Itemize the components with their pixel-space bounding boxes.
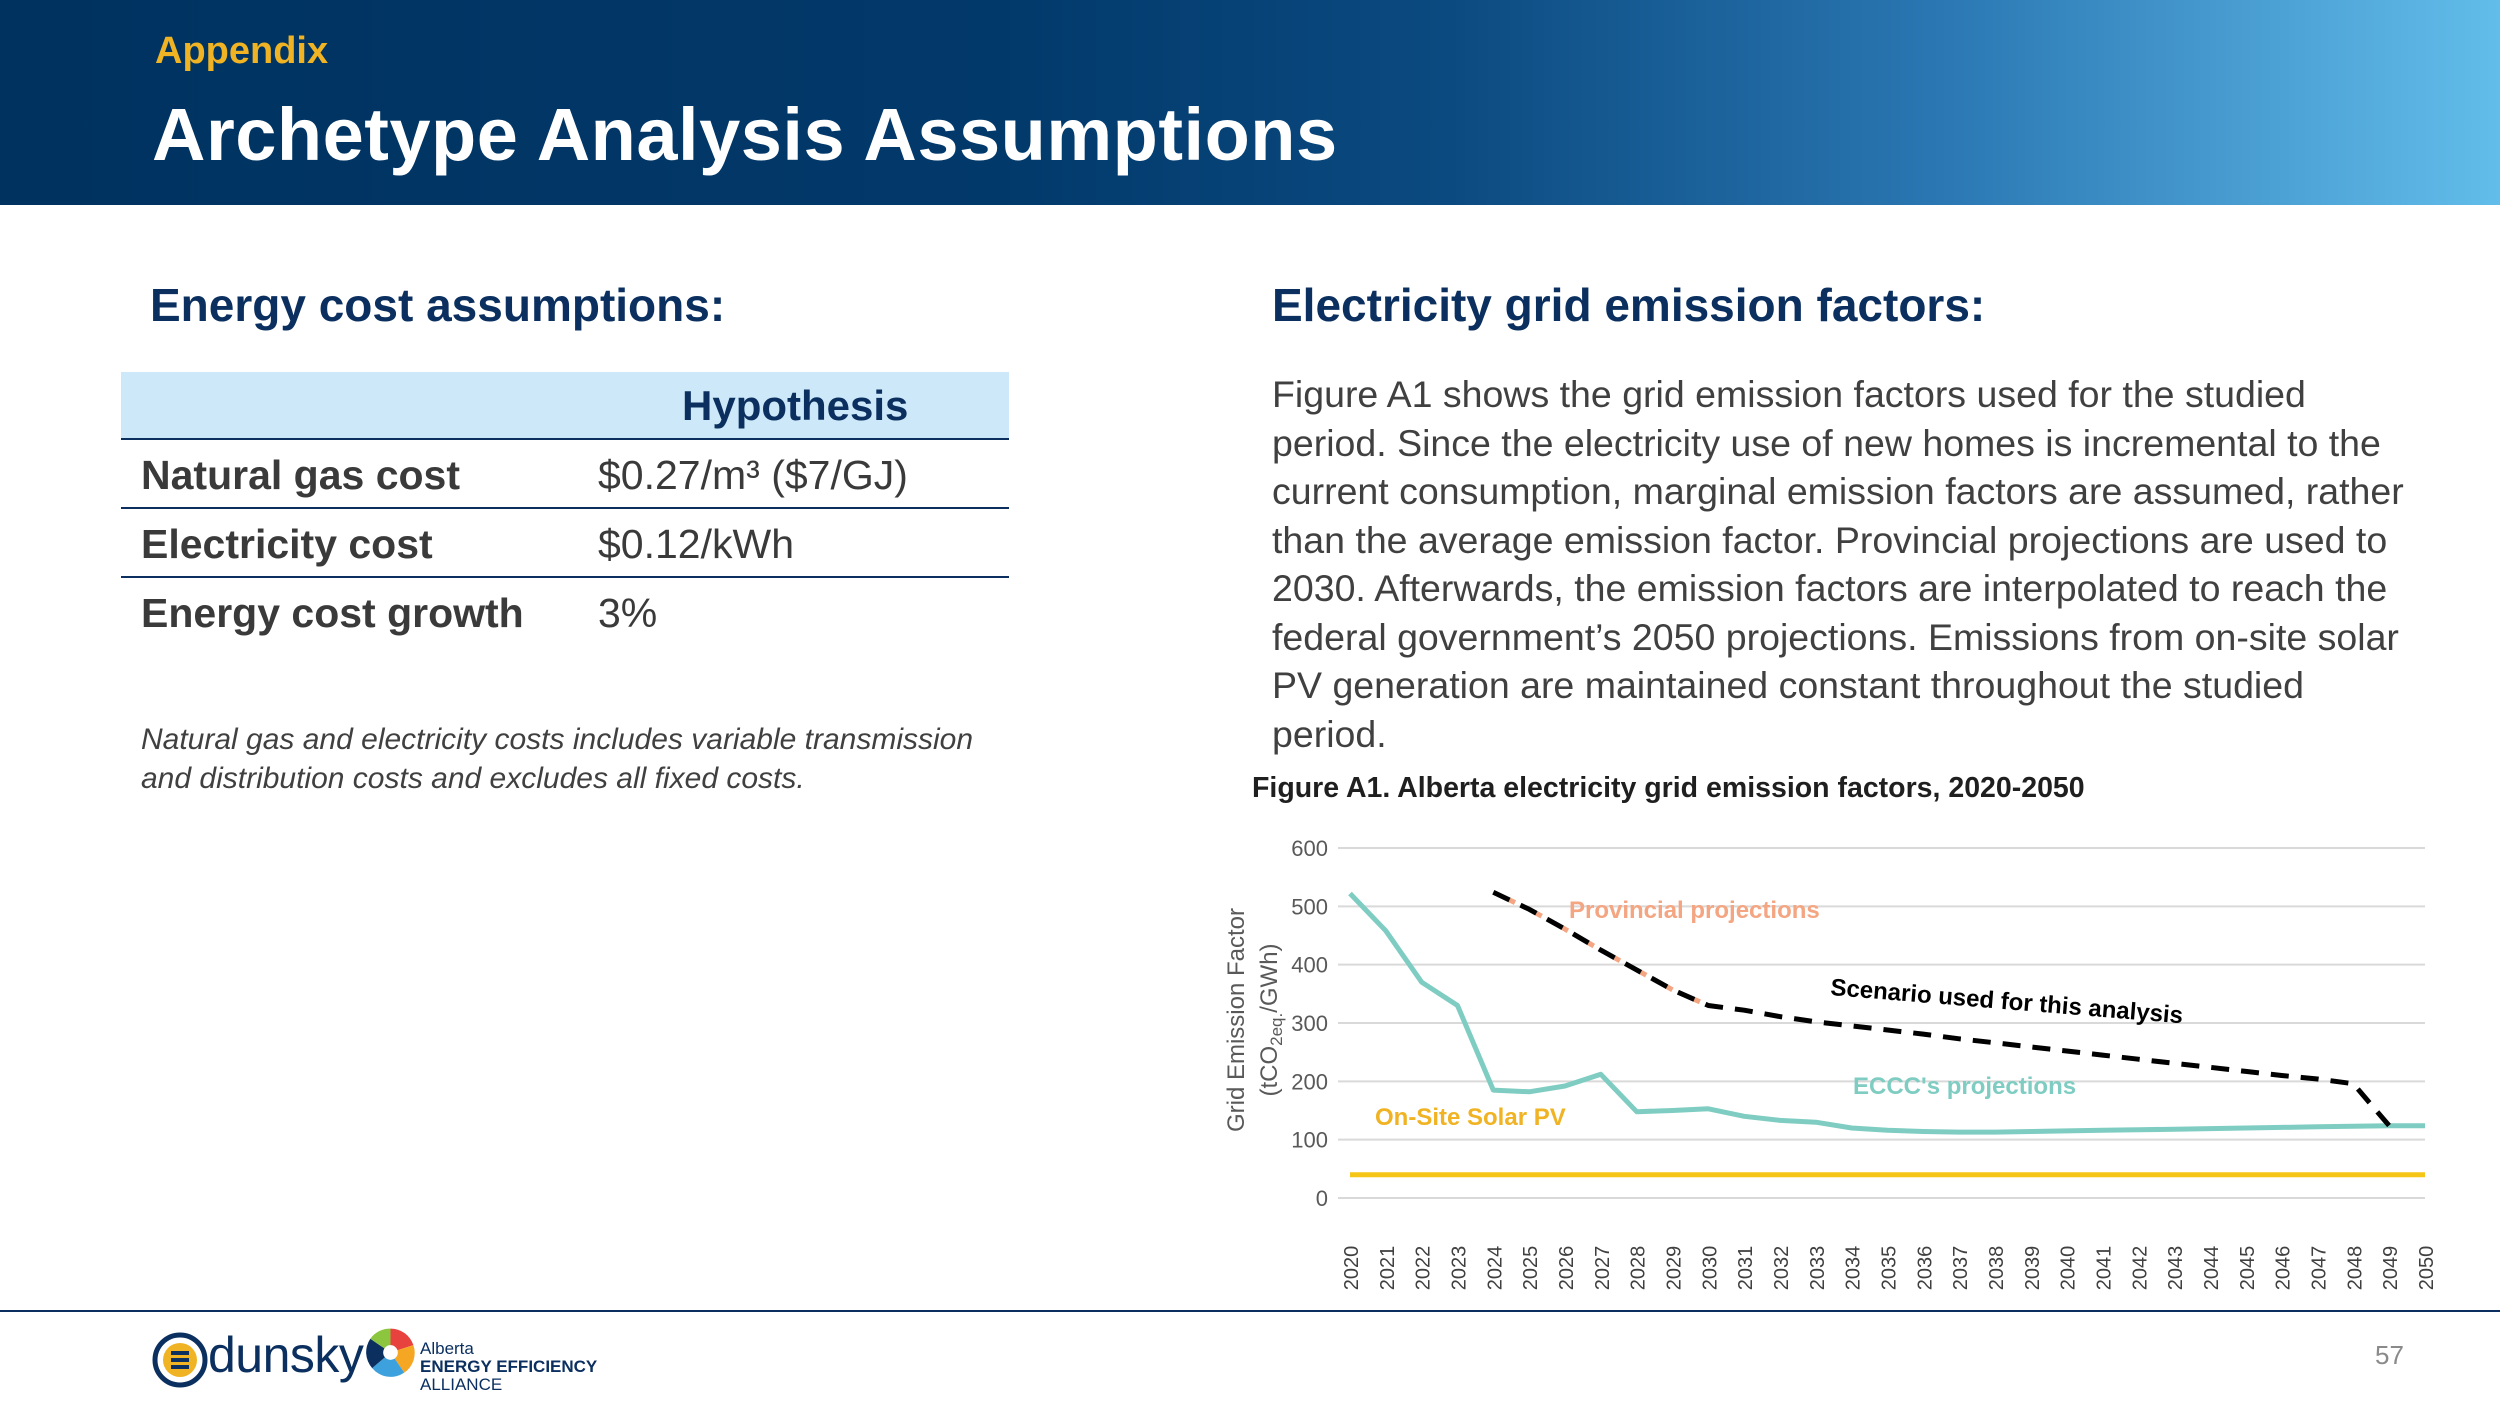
x-tick-label: 2029 bbox=[1664, 1246, 1686, 1291]
x-tick-label: 2039 bbox=[2022, 1246, 2044, 1291]
y-axis-label: Grid Emission Factor bbox=[1223, 908, 1250, 1132]
row-label: Energy cost growth bbox=[141, 590, 524, 636]
cost-note: Natural gas and electricity costs includ… bbox=[141, 720, 1041, 798]
x-tick-label: 2034 bbox=[1843, 1246, 1865, 1291]
row-label: Natural gas cost bbox=[141, 452, 460, 498]
annotation-solar: On-Site Solar PV bbox=[1375, 1104, 1566, 1131]
x-tick-label: 2030 bbox=[1699, 1246, 1721, 1291]
x-tick-label: 2036 bbox=[1914, 1246, 1936, 1291]
aeea-line: Alberta bbox=[420, 1339, 474, 1358]
table-row: Electricity cost $0.12/kWh bbox=[121, 509, 1009, 578]
page-title: Archetype Analysis Assumptions bbox=[152, 93, 1338, 176]
chart-y-ticks: 0 100 200 300 400 500 600 bbox=[1291, 836, 1328, 1211]
x-tick-label: 2031 bbox=[1735, 1246, 1757, 1291]
y-tick-label: 400 bbox=[1291, 953, 1328, 978]
y-axis-unit-subscript: 2eq. bbox=[1267, 1013, 1286, 1046]
aeea-line: ENERGY EFFICIENCY bbox=[420, 1357, 598, 1376]
aeea-line: ALLIANCE bbox=[420, 1375, 503, 1394]
x-tick-label: 2045 bbox=[2237, 1246, 2259, 1291]
y-tick-label: 200 bbox=[1291, 1069, 1328, 1094]
x-tick-label: 2027 bbox=[1592, 1246, 1614, 1291]
x-tick-label: 2035 bbox=[1879, 1246, 1901, 1291]
paragraph-line: federal government’s 2050 projections. E… bbox=[1272, 615, 2399, 658]
aeea-logo-icon bbox=[366, 1328, 415, 1377]
x-tick-label: 2049 bbox=[2380, 1246, 2402, 1291]
y-axis-label-unit: (tCO2eq./GWh) bbox=[1256, 943, 1286, 1096]
paragraph-line: current consumption, marginal emission f… bbox=[1272, 470, 2404, 512]
y-tick-label: 500 bbox=[1291, 894, 1328, 919]
energy-cost-heading: Energy cost assumptions: bbox=[150, 279, 726, 331]
table-row: Natural gas cost $0.27/m³ ($7/GJ) bbox=[121, 440, 1009, 509]
x-tick-label: 2020 bbox=[1341, 1246, 1363, 1291]
header-banner bbox=[0, 0, 2500, 205]
emission-paragraph: Figure A1 shows the grid emission factor… bbox=[1272, 370, 2422, 758]
aeea-wordmark: Alberta ENERGY EFFICIENCY ALLIANCE bbox=[420, 1340, 597, 1394]
dunsky-logo-icon bbox=[152, 1332, 208, 1388]
row-value: $0.27/m³ ($7/GJ) bbox=[598, 452, 908, 498]
chart-gridlines bbox=[1338, 847, 2425, 1199]
y-tick-label: 600 bbox=[1291, 836, 1328, 861]
x-tick-label: 2024 bbox=[1484, 1246, 1506, 1291]
x-tick-label: 2022 bbox=[1413, 1246, 1435, 1291]
x-tick-label: 2041 bbox=[2094, 1246, 2116, 1291]
annotation-provincial: Provincial projections bbox=[1569, 897, 1820, 924]
chart-series bbox=[1348, 890, 2425, 1178]
table-column-header: Hypothesis bbox=[682, 382, 909, 429]
annotation-eccc: ECCC's projections bbox=[1853, 1073, 2076, 1100]
x-tick-label: 2043 bbox=[2165, 1246, 2187, 1291]
x-tick-label: 2032 bbox=[1771, 1246, 1793, 1291]
row-value: $0.12/kWh bbox=[598, 521, 794, 567]
paragraph-line: PV generation are maintained constant th… bbox=[1272, 664, 2304, 706]
x-tick-label: 2025 bbox=[1520, 1246, 1542, 1291]
annotation-scenario: Scenario used for this analysis bbox=[1830, 974, 2184, 1029]
grid-emission-heading: Electricity grid emission factors: bbox=[1272, 279, 1986, 331]
x-tick-label: 2048 bbox=[2344, 1246, 2366, 1291]
x-tick-label: 2026 bbox=[1556, 1246, 1578, 1291]
y-tick-label: 0 bbox=[1316, 1186, 1328, 1211]
paragraph-line: Figure A1 shows the grid emission factor… bbox=[1272, 373, 2306, 415]
y-tick-label: 300 bbox=[1291, 1011, 1328, 1036]
y-axis-unit-prefix: (tCO bbox=[1256, 1046, 1283, 1097]
row-value: 3% bbox=[598, 590, 658, 636]
y-tick-label: 100 bbox=[1291, 1128, 1328, 1153]
x-tick-label: 2037 bbox=[1950, 1246, 1972, 1291]
x-tick-label: 2044 bbox=[2201, 1246, 2223, 1291]
x-tick-label: 2028 bbox=[1628, 1246, 1650, 1291]
paragraph-line: than the average emission factor. Provin… bbox=[1272, 518, 2388, 561]
x-tick-label: 2050 bbox=[2416, 1246, 2438, 1291]
table-row: Energy cost growth 3% bbox=[121, 578, 1009, 647]
cost-note-line: and distribution costs and excludes all … bbox=[141, 762, 805, 795]
table-header-row: Hypothesis bbox=[121, 372, 1009, 440]
page-number: 57 bbox=[2375, 1340, 2404, 1370]
x-tick-label: 2033 bbox=[1807, 1246, 1829, 1291]
x-tick-label: 2038 bbox=[1986, 1246, 2008, 1291]
paragraph-line: 2030. Afterwards, the emission factors a… bbox=[1272, 567, 2388, 609]
paragraph-line: period. bbox=[1272, 712, 1387, 755]
footer-divider bbox=[0, 1310, 2500, 1312]
chart-x-ticks: 2020 2021 2022 2023 2024 2025 2026 2027 2028 2029… bbox=[1341, 1246, 2438, 1291]
row-label: Electricity cost bbox=[141, 521, 433, 567]
x-tick-label: 2040 bbox=[2058, 1246, 2080, 1291]
x-tick-label: 2046 bbox=[2273, 1246, 2295, 1291]
x-tick-label: 2023 bbox=[1449, 1246, 1471, 1291]
figure-caption: Figure A1. Alberta electricity grid emis… bbox=[1252, 772, 2085, 804]
x-tick-label: 2021 bbox=[1377, 1246, 1399, 1291]
energy-cost-table: Hypothesis Natural gas cost $0.27/m³ ($7… bbox=[121, 372, 1009, 647]
emission-factor-chart: 0 100 200 300 400 500 600 2020 2021 2022 2023 2024… bbox=[1223, 836, 2438, 1291]
x-tick-label: 2047 bbox=[2309, 1246, 2331, 1291]
paragraph-line: period. Since the electricity use of new… bbox=[1272, 421, 2381, 464]
dunsky-wordmark: dunsky bbox=[208, 1327, 364, 1383]
cost-note-line: Natural gas and electricity costs includ… bbox=[141, 723, 974, 756]
section-label: Appendix bbox=[155, 30, 329, 72]
y-axis-unit-suffix: /GWh) bbox=[1256, 943, 1283, 1012]
x-tick-label: 2042 bbox=[2129, 1246, 2151, 1291]
series-line-eccc-s-projections bbox=[1348, 891, 2425, 1135]
